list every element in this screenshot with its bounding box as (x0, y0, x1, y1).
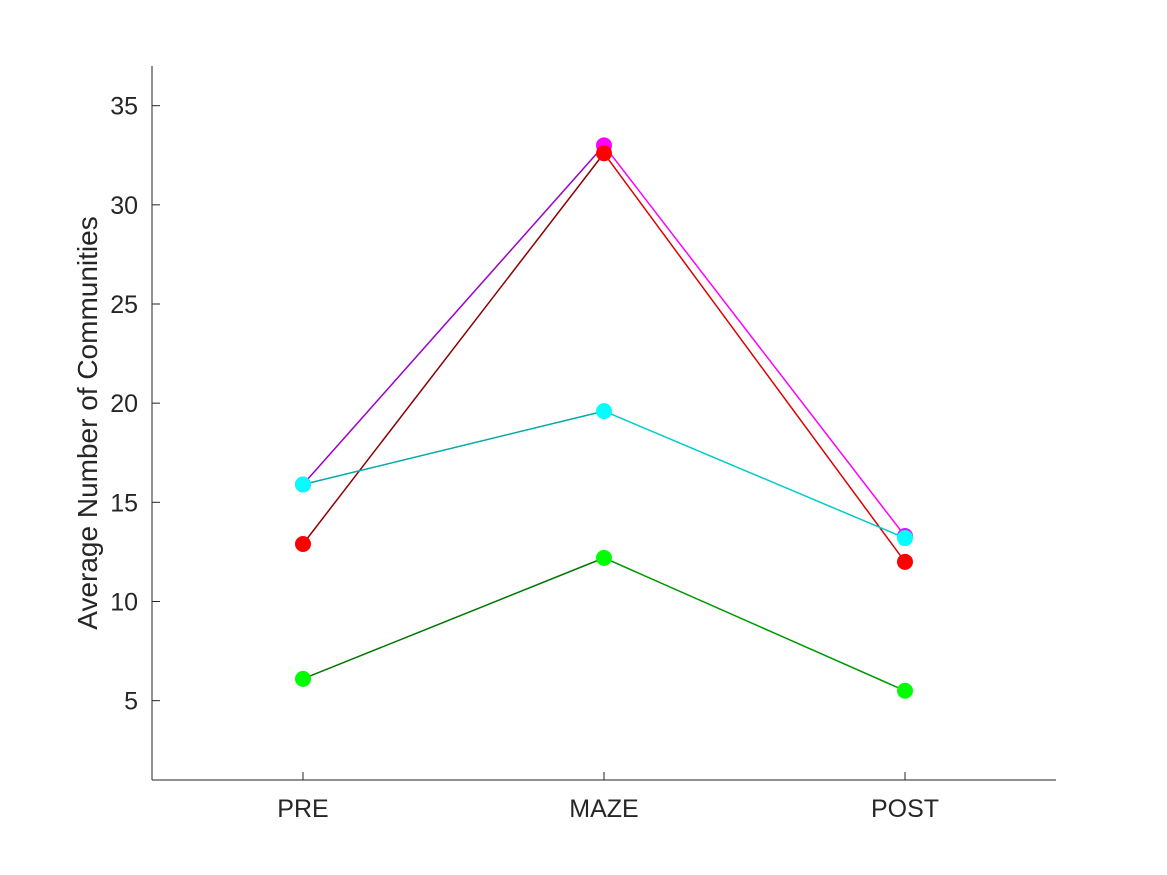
series-line-segment (603, 410, 906, 539)
y-tick-label: 25 (110, 291, 138, 319)
x-tick-label: MAZE (569, 795, 638, 823)
x-axis-ticks: PRE MAZE POST (277, 772, 939, 823)
series-line-segment (603, 152, 906, 563)
series-3 (295, 403, 913, 547)
data-point (596, 403, 612, 420)
series-line-segment (302, 144, 605, 485)
y-tick-label: 35 (110, 93, 138, 121)
axes (151, 66, 1056, 781)
series-line-segment (302, 152, 605, 545)
series-2 (295, 145, 913, 570)
data-point (596, 549, 612, 566)
data-point (295, 476, 311, 493)
series-line-segment (302, 557, 605, 680)
y-tick-label: 15 (110, 489, 138, 517)
y-tick-label: 5 (124, 688, 138, 716)
series-line-segment (302, 410, 605, 486)
plot-area (295, 137, 913, 699)
y-tick-label: 20 (110, 390, 138, 418)
y-axis-ticks: 5 10 15 20 25 30 35 (110, 93, 160, 716)
data-point (897, 682, 913, 699)
series-4 (295, 549, 913, 699)
data-point (596, 145, 612, 162)
y-tick-label: 10 (110, 589, 138, 617)
series-line-segment (603, 144, 906, 537)
x-tick-label: PRE (277, 795, 328, 823)
series-1 (295, 137, 913, 545)
x-tick-label: POST (871, 795, 939, 823)
series-line-segment (603, 557, 906, 692)
data-point (295, 535, 311, 552)
data-point (897, 530, 913, 547)
data-point (897, 553, 913, 570)
data-point (295, 670, 311, 687)
y-tick-label: 30 (110, 192, 138, 220)
y-axis-title: Average Number of Communities (72, 216, 103, 629)
